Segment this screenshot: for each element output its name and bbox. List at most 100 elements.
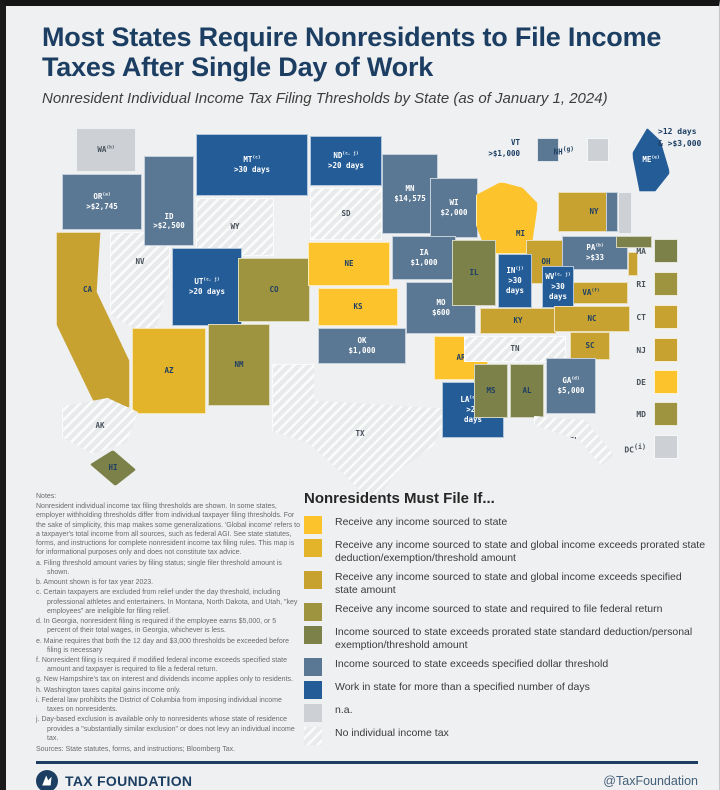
- header: Most States Require Nonresidents to File…: [42, 22, 702, 107]
- note-superscript: (c, j): [203, 277, 220, 283]
- east-list-label-ri: RI: [636, 280, 646, 289]
- state-mt: MT(c) >30 days: [196, 134, 308, 196]
- legend-item-no-income-tax: No individual income tax: [304, 726, 718, 745]
- state-abbr: MO: [436, 298, 446, 308]
- state-abbr: NY: [589, 207, 599, 217]
- state-abbr: IL: [469, 268, 479, 278]
- state-abbr: ID: [164, 211, 174, 221]
- legend-label: Receive any income sourced to state: [335, 516, 508, 528]
- maine-annotation: >12 days & >$3,000: [658, 127, 702, 148]
- notes-block: Notes: Nonresident individual income tax…: [36, 492, 300, 754]
- state-abbr: SC: [585, 341, 595, 351]
- state-abbr: OR(a): [93, 192, 111, 202]
- legend-label: Receive any income sourced to state and …: [335, 539, 706, 565]
- legend-swatch-prorated-standard-deduction: [304, 625, 322, 644]
- mini-legend-swatch-nh: [587, 138, 609, 162]
- legend-label: Receive any income sourced to state and …: [335, 602, 663, 615]
- state-abbr: WV(c, j): [545, 272, 571, 282]
- state-ky: KY: [480, 308, 556, 334]
- legend-swatch-specified-state-amount: [304, 570, 322, 589]
- state-in: IN(j) >30 days: [498, 254, 532, 308]
- state-hi: HI: [90, 450, 136, 486]
- state-fl: FL: [534, 416, 614, 466]
- state-ne: NE: [308, 242, 390, 286]
- map-sliver: [618, 192, 632, 234]
- note-item-i: i. Federal law prohibits the District of…: [36, 696, 282, 714]
- state-abbr: WY: [230, 222, 240, 232]
- twitter-handle[interactable]: @TaxFoundation: [603, 774, 698, 788]
- state-value: $5,000: [557, 386, 585, 395]
- page-title-line2: Taxes After Single Day of Work: [42, 52, 434, 83]
- state-value: $2,000: [440, 208, 468, 217]
- state-abbr: NE: [344, 259, 354, 269]
- note-superscript: (e): [651, 155, 660, 161]
- state-abbr: HI: [108, 463, 118, 473]
- state-abbr: UT(c, j): [194, 277, 220, 287]
- state-value: >$2,500: [153, 221, 185, 231]
- east-list-swatch-ri: [654, 272, 678, 296]
- state-value: $1,000: [410, 258, 438, 267]
- note-item-f: f. Nonresident filing is required if mod…: [36, 656, 287, 674]
- note-item-e: e. Maine requires that both the 12 day a…: [36, 637, 289, 654]
- state-value: $14,575: [394, 194, 426, 203]
- state-az: AZ: [132, 328, 206, 414]
- state-ok: OK $1,000: [318, 328, 406, 364]
- note-superscript: (a): [102, 192, 111, 198]
- state-value: >30 days: [505, 276, 525, 295]
- east-list-swatch-ma: [654, 239, 678, 263]
- state-abbr: OK: [357, 336, 367, 346]
- legend-label: Receive any income sourced to state and …: [335, 570, 682, 597]
- state-value: >30 days: [548, 282, 568, 301]
- legend-label: n.a.: [335, 703, 353, 716]
- state-abbr: TN: [510, 344, 520, 354]
- state-value: >$33: [585, 253, 605, 262]
- legend-label: No individual income tax: [335, 726, 449, 739]
- map-sliver: [606, 192, 618, 232]
- east-list-swatch-ct: [654, 305, 678, 329]
- state-co: CO: [238, 258, 310, 322]
- notes-body: Nonresident individual income tax filing…: [36, 502, 300, 743]
- state-abbr: MS: [486, 386, 496, 396]
- state-abbr: AK: [95, 421, 105, 431]
- legend-item-prorated-deduction: Receive any income sourced to state and …: [304, 539, 718, 566]
- state-abbr: NC: [587, 314, 597, 324]
- state-or: OR(a) >$2,745: [62, 174, 142, 230]
- legend-item-prorated-standard-deduction: Income sourced to state exceeds prorated…: [304, 625, 718, 653]
- note-superscript: (c, j): [342, 151, 359, 157]
- legend-title: Nonresidents Must File If...: [304, 490, 495, 507]
- state-abbr: AZ: [164, 366, 174, 376]
- map-sliver: [628, 252, 638, 276]
- page-title-line1: Most States Require Nonresidents to File…: [42, 22, 662, 52]
- note-item-h: h. Washington taxes capital gains income…: [36, 686, 181, 694]
- east-list-label-ma: MA: [636, 247, 646, 256]
- footer: TAX FOUNDATION @TaxFoundation: [36, 770, 698, 790]
- state-nc: NC: [554, 306, 630, 332]
- note-superscript: (h): [106, 145, 115, 151]
- state-value: $1,000: [348, 346, 376, 355]
- state-tn: TN: [464, 336, 566, 362]
- legend-items: Receive any income sourced to state Recei…: [304, 516, 718, 745]
- state-abbr: PA(b): [586, 243, 604, 253]
- state-wi: WI $2,000: [430, 178, 478, 238]
- note-item-b: b. Amount shown is for tax year 2023.: [36, 579, 154, 587]
- state-abbr: WI: [449, 198, 459, 208]
- notes-sources: Sources: State statutes, forms, and inst…: [36, 746, 236, 754]
- legend-label: Work in state for more than a specified …: [335, 680, 590, 693]
- state-abbr: KS: [353, 302, 363, 312]
- east-list-label-dc: DC(i): [624, 443, 646, 455]
- state-abbr: TX: [355, 429, 365, 439]
- legend-swatch-days-threshold: [304, 680, 322, 699]
- state-abbr: NV: [135, 257, 145, 266]
- state-wy: WY: [196, 198, 274, 256]
- state-ut: UT(c, j) >20 days: [172, 248, 242, 326]
- state-abbr: MI: [515, 229, 525, 239]
- notes-heading: Notes:: [36, 493, 57, 500]
- state-value: >20 days: [188, 287, 226, 296]
- note-superscript: (b): [595, 243, 604, 249]
- state-abbr: GA(d): [562, 376, 580, 386]
- legend-item-federal-return: Receive any income sourced to state and …: [304, 602, 718, 621]
- east-list-label-de: DE: [636, 378, 646, 387]
- state-abbr: KY: [513, 316, 523, 326]
- east-list-swatch-de: [654, 370, 678, 394]
